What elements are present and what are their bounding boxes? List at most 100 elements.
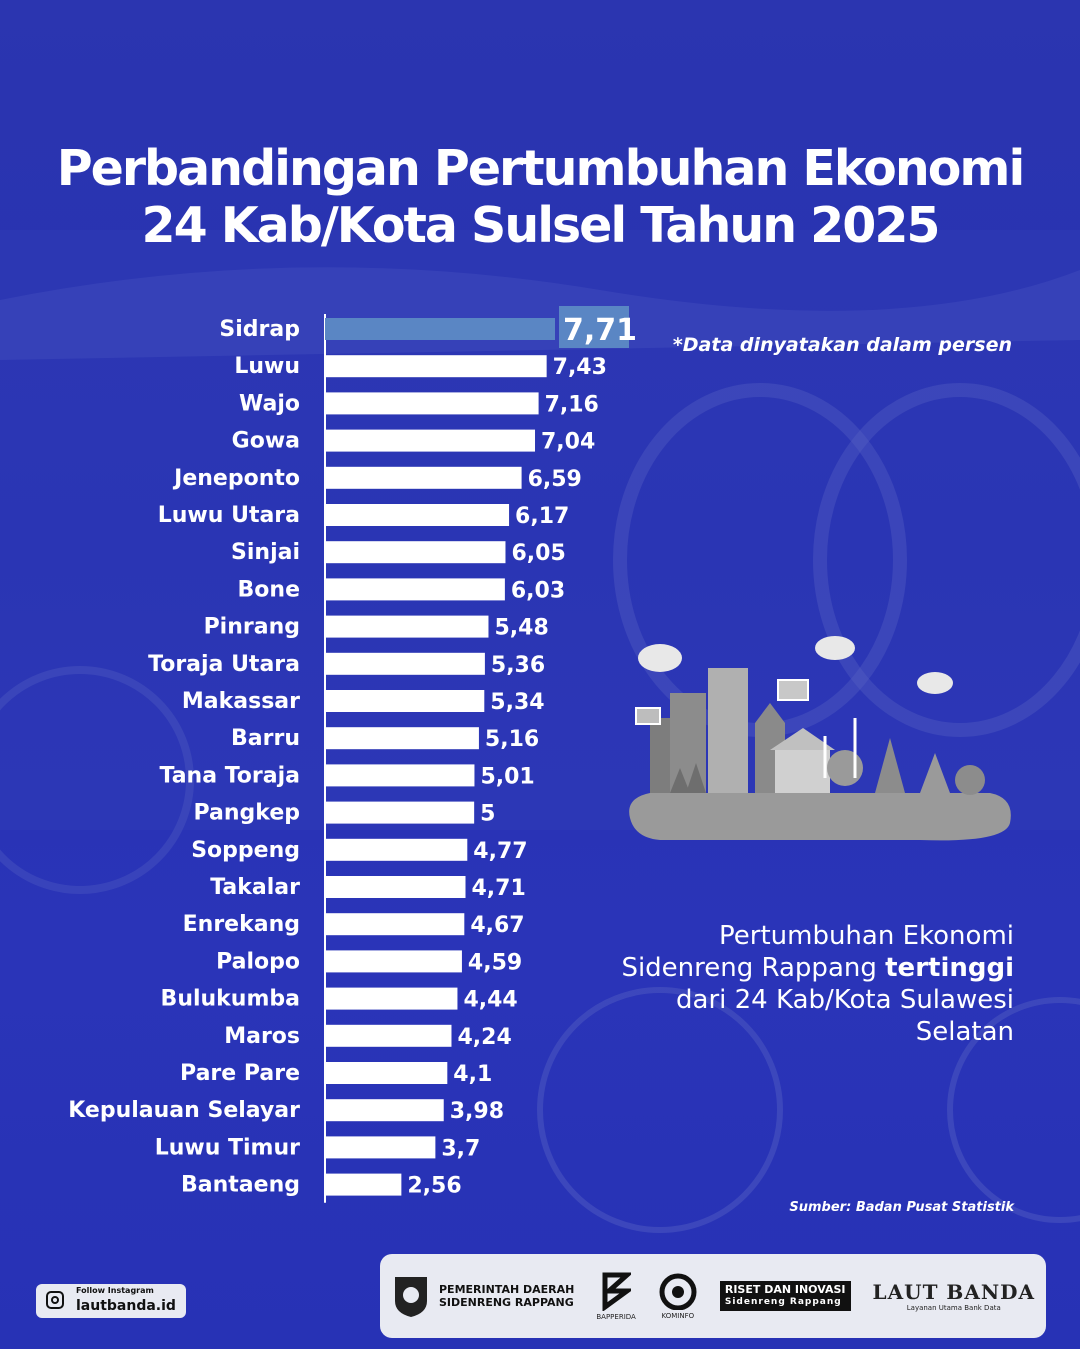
category-label: Maros — [224, 1024, 300, 1049]
value-label: 5,16 — [485, 727, 539, 752]
logo-pemda: PEMERINTAH DAERAH SIDENRENG RAPPANG — [391, 1273, 574, 1319]
bar — [325, 355, 547, 378]
bar — [325, 764, 475, 787]
caption-region: Sidenreng Rappang — [621, 953, 886, 983]
chart-title-line2: 24 Kab/Kota Sulsel Tahun 2025 — [141, 197, 940, 254]
value-label: 6,05 — [511, 541, 565, 566]
bar — [325, 1099, 444, 1122]
logo-riset: RISET DAN INOVASI Sidenreng Rappang — [719, 1281, 851, 1311]
instagram-badge[interactable]: Follow Instagram lautbanda.id — [36, 1284, 186, 1318]
value-label: 7,04 — [541, 430, 595, 455]
bar — [325, 801, 475, 824]
laut-banda-title: LAUT BANDA — [872, 1280, 1035, 1304]
value-label: 6,03 — [511, 578, 565, 603]
category-label: Luwu Utara — [158, 503, 300, 528]
source-note: Sumber: Badan Pusat Statistik — [789, 1200, 1014, 1215]
category-label: Palopo — [216, 949, 300, 974]
caption-line3: dari 24 Kab/Kota Sulawesi — [676, 985, 1014, 1015]
pemda-line2: SIDENRENG RAPPANG — [439, 1296, 574, 1309]
value-label: 3,98 — [450, 1099, 504, 1124]
category-label: Enrekang — [183, 912, 300, 937]
bar — [325, 1136, 436, 1159]
instagram-icon — [46, 1291, 64, 1309]
category-label: Luwu — [234, 354, 300, 379]
category-label: Takalar — [210, 875, 300, 900]
category-label: Barru — [231, 726, 300, 751]
logo-bapperida: BAPPERIDA — [596, 1271, 636, 1321]
value-label: 7,71 — [563, 313, 637, 348]
category-label: Bulukumba — [161, 987, 300, 1012]
category-label: Pinrang — [204, 615, 300, 640]
category-label: Pangkep — [194, 801, 301, 826]
value-label: 7,16 — [545, 392, 599, 417]
logo-strip: PEMERINTAH DAERAH SIDENRENG RAPPANG BAPPE… — [380, 1254, 1046, 1338]
category-label: Kepulauan Selayar — [68, 1098, 300, 1123]
bar — [325, 652, 485, 675]
category-label: Wajo — [239, 391, 300, 416]
value-label: 6,17 — [515, 504, 569, 529]
logo-kominfo: KOMINFO — [658, 1272, 698, 1320]
category-label: Jeneponto — [172, 466, 300, 491]
kominfo-logo-icon — [659, 1273, 697, 1310]
category-label: Sinjai — [231, 540, 300, 565]
value-label: 5,34 — [490, 690, 544, 715]
unit-note: *Data dinyatakan dalam persen — [672, 334, 1012, 356]
caption-line1: Pertumbuhan Ekonomi — [719, 921, 1014, 951]
category-label: Luwu Timur — [155, 1135, 300, 1160]
value-label: 4,59 — [468, 950, 522, 975]
bar — [325, 392, 539, 415]
value-label: 5,36 — [491, 653, 545, 678]
bar — [325, 541, 506, 564]
category-label: Pare Pare — [180, 1061, 300, 1086]
bar — [325, 1024, 452, 1047]
bapperida-logo-icon — [602, 1272, 632, 1311]
category-label: Tana Toraja — [160, 763, 300, 788]
value-label: 3,7 — [441, 1136, 480, 1161]
instagram-follow-label: Follow Instagram — [76, 1286, 154, 1295]
bar — [325, 466, 522, 489]
value-label: 4,67 — [470, 913, 524, 938]
value-label: 7,43 — [553, 355, 607, 380]
category-label: Bantaeng — [181, 1173, 300, 1198]
value-label: 6,59 — [528, 467, 582, 492]
chart-title-line1: Perbandingan Pertumbuhan Ekonomi — [56, 140, 1026, 197]
bar — [325, 913, 465, 936]
bapperida-label: BAPPERIDA — [596, 1313, 636, 1321]
value-label: 4,1 — [453, 1062, 492, 1087]
value-label: 4,77 — [473, 839, 527, 864]
value-label: 5,48 — [494, 616, 548, 641]
instagram-handle[interactable]: lautbanda.id — [76, 1298, 176, 1314]
category-label: Sidrap — [219, 317, 300, 342]
category-label: Toraja Utara — [148, 652, 300, 677]
bar — [325, 1173, 402, 1196]
category-label: Gowa — [232, 429, 300, 454]
bar — [325, 578, 505, 601]
caption-highlight: tertinggi — [885, 953, 1014, 983]
value-label: 4,24 — [457, 1025, 511, 1050]
category-label: Soppeng — [191, 838, 300, 863]
highlight-value-box — [559, 306, 629, 348]
bar — [325, 690, 485, 712]
caption-line2: Sidenreng Rappang tertinggi — [560, 952, 1014, 984]
bar — [325, 876, 466, 898]
laut-banda-sub: Layanan Utama Bank Data — [906, 1304, 1001, 1312]
value-label: 4,44 — [463, 988, 517, 1013]
value-label: 2,56 — [407, 1174, 461, 1199]
bar — [325, 429, 536, 452]
pemda-line1: PEMERINTAH DAERAH — [439, 1283, 575, 1296]
riset-line1: RISET DAN INOVASI — [724, 1283, 846, 1296]
bar — [325, 950, 462, 973]
caption: Pertumbuhan Ekonomi Sidenreng Rappang te… — [560, 920, 1014, 1048]
bar — [325, 615, 489, 638]
shield-icon — [395, 1277, 427, 1317]
value-label: 5 — [480, 802, 495, 827]
bar — [325, 987, 458, 1010]
category-label: Makassar — [182, 689, 300, 714]
value-label: 5,01 — [480, 764, 534, 789]
value-label: 4,71 — [472, 876, 526, 901]
logo-laut-banda: LAUT BANDA Layanan Utama Bank Data — [873, 1280, 1035, 1312]
category-label: Bone — [238, 577, 300, 602]
bar — [325, 1062, 448, 1084]
